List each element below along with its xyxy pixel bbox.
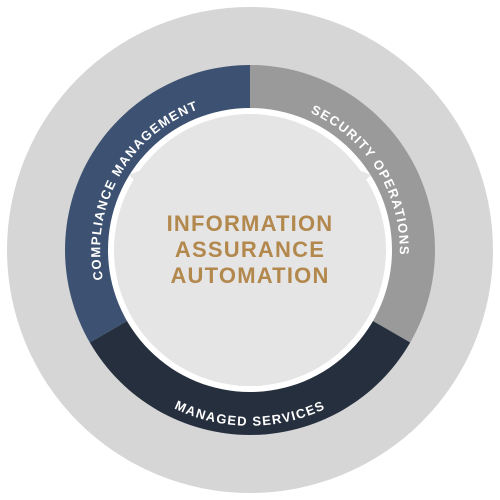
- right-notch: [354, 168, 371, 186]
- center-fill: [114, 114, 386, 386]
- bottom-notch: [238, 372, 262, 386]
- center-title-line-3: AUTOMATION: [170, 263, 329, 288]
- center-title-line-1: INFORMATION: [167, 211, 334, 236]
- left-notch: [129, 168, 146, 186]
- center-disc: [108, 108, 392, 392]
- center-title-line-2: ASSURANCE: [175, 237, 325, 262]
